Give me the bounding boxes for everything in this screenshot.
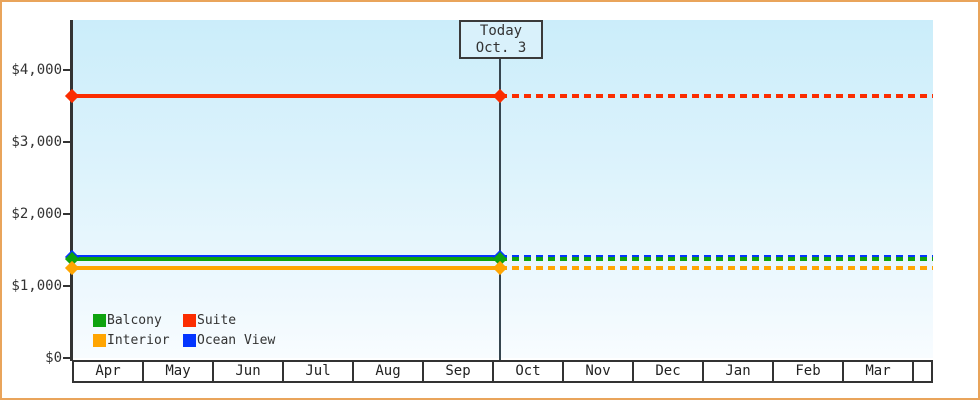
legend-label: Ocean View xyxy=(197,332,276,348)
y-axis-tick-mark xyxy=(63,69,72,71)
today-label: Today xyxy=(479,22,523,39)
legend-label: Suite xyxy=(197,312,237,328)
legend-item-balcony: Balcony xyxy=(93,313,183,328)
legend-swatch-interior xyxy=(93,333,106,347)
x-axis-filler-cell xyxy=(914,362,931,381)
month-cell-sep: Sep xyxy=(424,362,494,381)
y-axis-tick-label: $0 xyxy=(45,350,62,366)
legend-swatch-balcony xyxy=(93,313,106,327)
series-line-dashed-ocean-view xyxy=(500,255,933,260)
today-annotation-box: Today Oct. 3 xyxy=(459,20,543,59)
series-line-solid-interior xyxy=(72,266,500,270)
today-date-label: Oct. 3 xyxy=(475,39,527,56)
series-line-solid-ocean-view xyxy=(72,255,500,260)
y-axis-tick-mark xyxy=(63,357,72,359)
month-cell-may: May xyxy=(144,362,214,381)
y-axis-tick-mark xyxy=(63,213,72,215)
series-line-dashed-suite xyxy=(500,93,933,98)
month-cell-apr: Apr xyxy=(74,362,144,381)
y-axis-line xyxy=(70,20,73,361)
today-vertical-line xyxy=(499,58,501,360)
legend-item-interior: Interior xyxy=(93,333,183,348)
series-line-solid-suite xyxy=(72,93,500,98)
month-cell-mar: Mar xyxy=(844,362,914,381)
legend-item-suite: Suite xyxy=(183,313,275,328)
series-line-solid-balcony xyxy=(72,257,500,262)
legend-label: Interior xyxy=(107,332,170,348)
legend-swatch-suite xyxy=(183,313,196,327)
legend-swatch-ocean-view xyxy=(183,333,196,347)
month-cell-oct: Oct xyxy=(494,362,564,381)
legend-label: Balcony xyxy=(107,312,162,328)
month-cell-aug: Aug xyxy=(354,362,424,381)
y-axis-tick-label: $1,000 xyxy=(11,278,62,294)
y-axis-tick-mark xyxy=(63,141,72,143)
series-line-dashed-interior xyxy=(500,266,933,270)
month-cell-dec: Dec xyxy=(634,362,704,381)
x-axis-month-row: Apr May Jun Jul Aug Sep Oct Nov Dec Jan Feb Mar xyxy=(72,360,933,383)
series-line-dashed-balcony xyxy=(500,257,933,262)
legend-item-ocean-view: Ocean View xyxy=(183,333,275,348)
y-axis-tick-mark xyxy=(63,285,72,287)
month-cell-nov: Nov xyxy=(564,362,634,381)
month-cell-jun: Jun xyxy=(214,362,284,381)
y-axis-tick-label: $4,000 xyxy=(11,62,62,78)
y-axis-tick-label: $3,000 xyxy=(11,134,62,150)
y-axis-tick-label: $2,000 xyxy=(11,206,62,222)
plot-area-background xyxy=(72,20,933,358)
month-cell-feb: Feb xyxy=(774,362,844,381)
chart-legend: Balcony Suite Interior Ocean View xyxy=(93,310,275,350)
month-cell-jan: Jan xyxy=(704,362,774,381)
month-cell-jul: Jul xyxy=(284,362,354,381)
